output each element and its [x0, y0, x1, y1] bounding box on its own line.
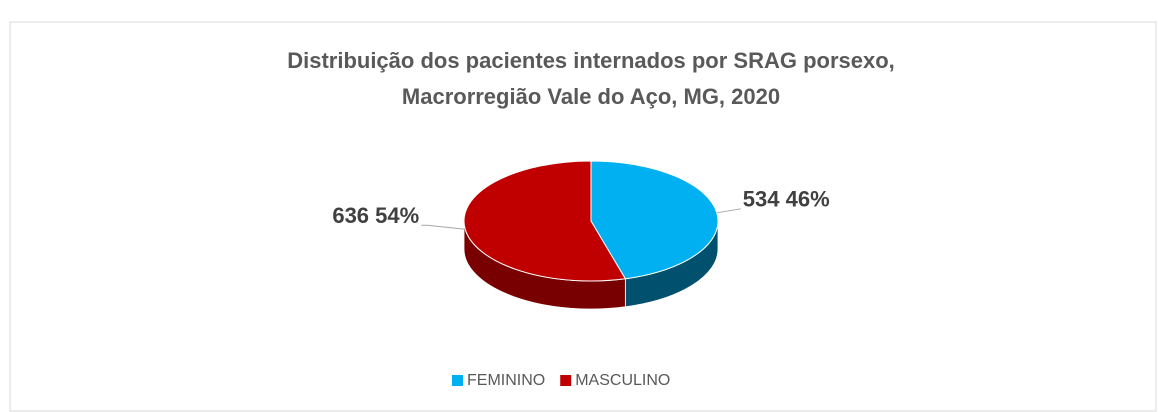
leader-line — [421, 224, 466, 230]
chart-title: Macrorregião Vale do Aço, MG, 2020 — [402, 84, 780, 109]
data-label: 636 54% — [332, 203, 419, 228]
legend-swatch — [452, 375, 463, 386]
pie-slice — [463, 160, 627, 282]
leader-line — [716, 208, 741, 214]
data-label: 534 46% — [743, 187, 830, 212]
pie-slice — [590, 160, 719, 280]
legend-swatch — [560, 375, 572, 386]
legend-label: FEMININO — [467, 372, 545, 389]
chart-title: Distribuição dos pacientes internados po… — [287, 48, 895, 73]
legend-label: MASCULINO — [575, 372, 670, 389]
